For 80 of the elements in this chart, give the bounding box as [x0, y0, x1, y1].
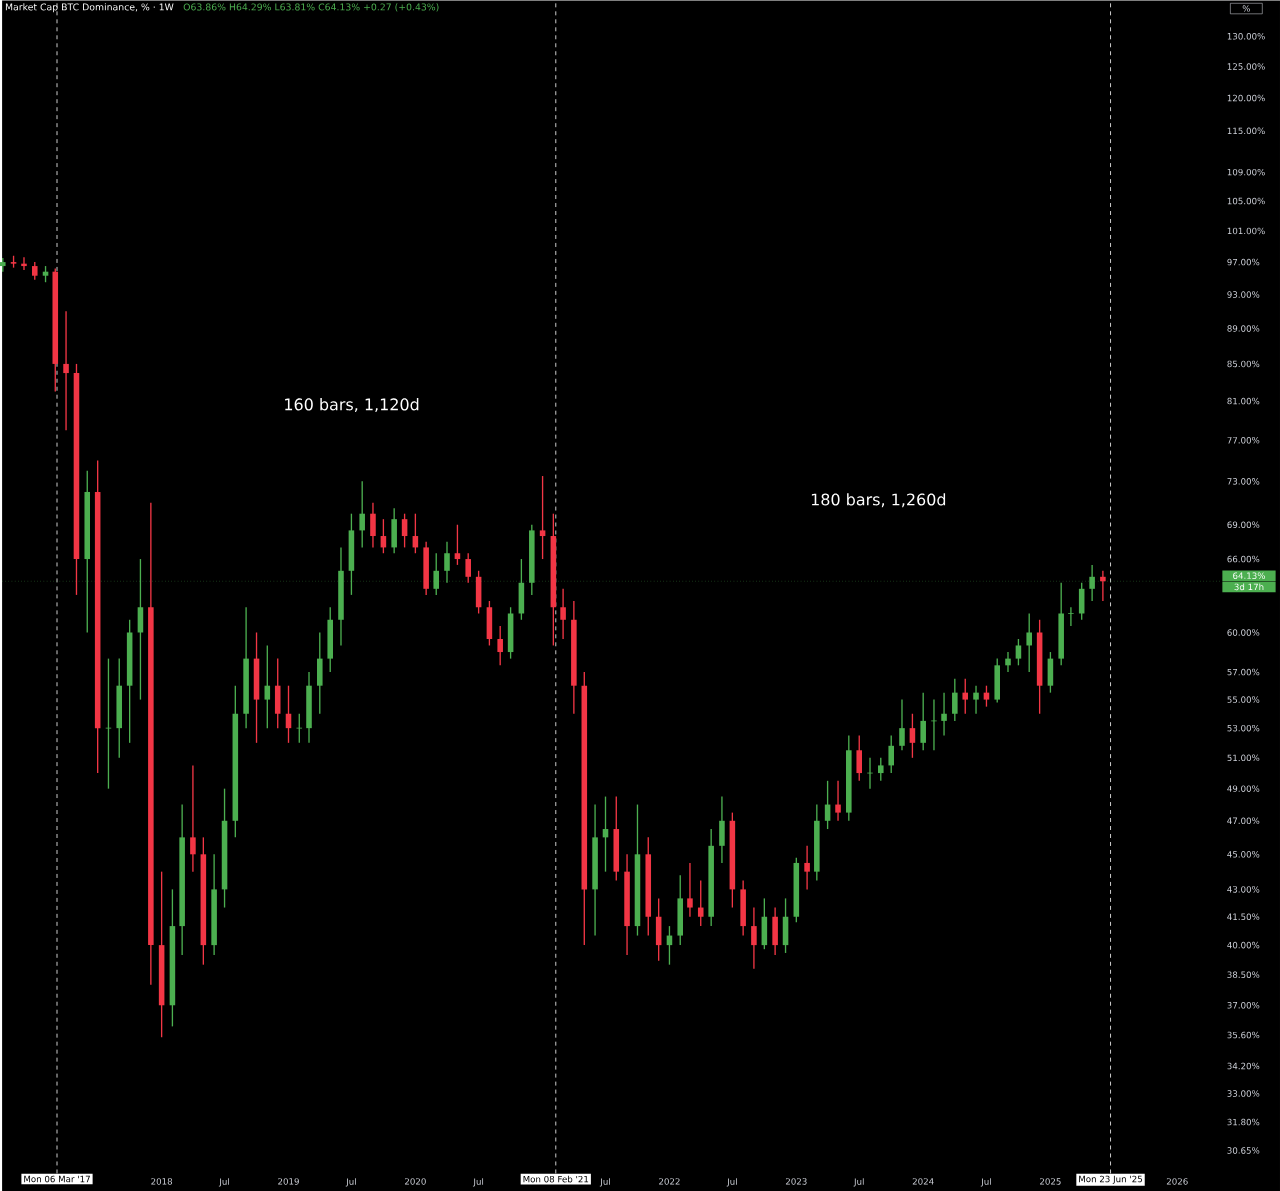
candlestick — [327, 606, 333, 673]
y-tick-label: 35.60% — [1227, 1031, 1260, 1039]
candlestick — [274, 657, 281, 729]
y-tick-label: 105.00% — [1227, 197, 1265, 205]
y-tick-label: 43.00% — [1227, 885, 1260, 893]
x-tick-label: 2022 — [659, 1177, 680, 1185]
y-tick-label: 73.00% — [1227, 477, 1260, 485]
candlestick — [866, 756, 874, 790]
candlestick — [930, 698, 938, 751]
candlestick — [994, 657, 1001, 703]
x-tick-label: Jul — [599, 1177, 610, 1187]
x-tick-label: Jul — [726, 1177, 737, 1187]
x-tick-label: 2018 — [151, 1177, 173, 1185]
y-tick-label: 51.00% — [1227, 754, 1260, 761]
x-tick-label: 2025 — [1040, 1177, 1061, 1185]
y-tick-label: 45.00% — [1227, 850, 1260, 858]
ref-line-label: Mon 08 Feb '21 — [523, 1175, 589, 1183]
y-tick-label: 115.00% — [1227, 127, 1265, 134]
y-tick-label: 53.00% — [1227, 724, 1260, 732]
x-tick-label: Jul — [218, 1177, 229, 1187]
y-tick-label: 81.00% — [1227, 397, 1260, 405]
ref-line-label: Mon 23 Jun '25 — [1079, 1175, 1142, 1184]
candlestick — [846, 734, 852, 822]
y-tick-label: 30.65% — [1227, 1146, 1260, 1154]
candlestick — [465, 552, 471, 584]
candlestick — [52, 267, 59, 393]
y-tick-label: 125.00% — [1227, 63, 1265, 70]
y-tick-label: 101.00% — [1227, 227, 1265, 234]
candlestick — [920, 691, 926, 751]
x-tick-label: Jul — [472, 1177, 484, 1187]
y-tick-label: 85.00% — [1227, 360, 1260, 367]
candlestick — [677, 874, 684, 946]
ref-line-label: Mon 06 Mar '17 — [24, 1175, 90, 1183]
x-tick-label: 2020 — [404, 1177, 426, 1185]
y-tick-label: 77.00% — [1227, 436, 1260, 444]
x-tick-label: 2026 — [1166, 1177, 1188, 1185]
y-tick-label: 33.00% — [1227, 1090, 1260, 1097]
candlestick — [856, 734, 863, 782]
ref-line-label: 64.13% — [1233, 572, 1266, 579]
x-tick-label: Jul — [853, 1177, 864, 1187]
y-tick-label: 40.00% — [1227, 941, 1260, 949]
y-tick-label: 130.00% — [1227, 32, 1265, 40]
candlestick — [1026, 612, 1032, 673]
candlestick — [105, 657, 112, 790]
y-tick-label: 41.50% — [1227, 913, 1260, 920]
x-tick-label: 2019 — [278, 1177, 299, 1185]
y-tick-label: 37.00% — [1227, 1001, 1260, 1009]
y-tick-label: 55.00% — [1227, 696, 1260, 703]
y-tick-label: 60.00% — [1227, 629, 1260, 636]
x-tick-label: 2024 — [912, 1177, 934, 1185]
y-tick-label: 31.80% — [1227, 1118, 1260, 1126]
y-tick-label: 93.00% — [1227, 291, 1260, 298]
annotation: 160 bars, 1,120d — [285, 397, 419, 412]
y-tick-label: 38.50% — [1227, 971, 1260, 978]
y-tick-label: 57.00% — [1227, 668, 1260, 676]
y-tick-label: 97.00% — [1227, 258, 1260, 266]
candlestick — [878, 756, 884, 782]
y-tick-label: 69.00% — [1227, 521, 1260, 528]
candlestick — [814, 803, 820, 881]
candlestick — [296, 712, 303, 744]
y-tick-label: 66.00% — [1227, 555, 1260, 563]
text: 3d 17h — [1234, 583, 1264, 590]
chart-title: Market Cap BTC Dominance, % · 1W — [5, 3, 174, 13]
y-axis-title: % — [1242, 5, 1250, 12]
chart-subtitle: O63.86% H64.29% L63.81% C64.13% +0.27 (+0.43%) — [183, 3, 439, 12]
candlestick — [962, 677, 969, 715]
y-tick-label: 120.00% — [1227, 94, 1265, 102]
y-tick-label: 109.00% — [1227, 168, 1265, 176]
annotation: 180 bars, 1,260d — [811, 492, 946, 507]
y-tick-label: 47.00% — [1227, 817, 1260, 824]
x-tick-label: 2023 — [785, 1177, 807, 1185]
y-tick-label: 49.00% — [1227, 785, 1260, 792]
candlestick — [952, 677, 958, 722]
candlestick — [613, 795, 620, 881]
x-tick-label: Jul — [345, 1177, 356, 1187]
y-tick-label: 89.00% — [1227, 324, 1260, 332]
candlestick — [645, 836, 652, 937]
y-tick-label: 34.20% — [1227, 1062, 1260, 1070]
x-tick-label: Jul — [980, 1177, 991, 1187]
candlestick — [1067, 606, 1075, 627]
